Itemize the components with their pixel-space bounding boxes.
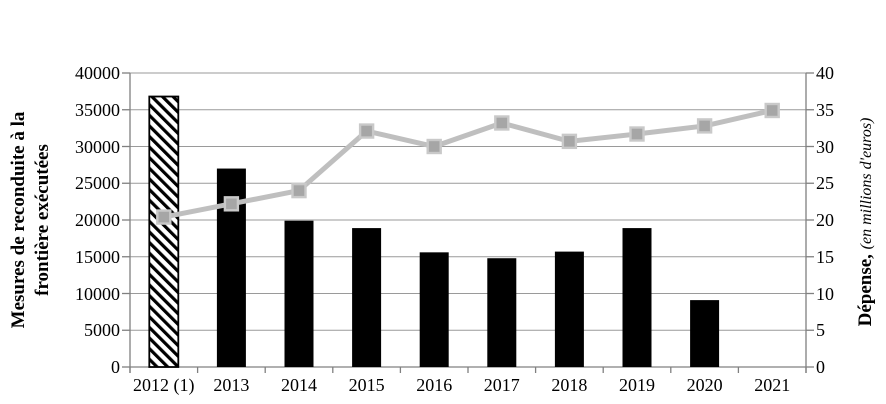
x-axis-label: 2015 xyxy=(348,375,385,395)
marker-2014 xyxy=(291,182,307,199)
bar-2014 xyxy=(284,220,314,367)
right-axis-tick-label: 20 xyxy=(816,210,834,230)
left-axis-title-line1: Mesures de reconduite à la xyxy=(8,111,29,329)
bar-2012 xyxy=(148,95,180,368)
expense-line xyxy=(163,108,773,220)
x-axis-label: 2019 xyxy=(619,375,655,395)
x-axis-label: 2021 xyxy=(754,375,791,395)
marker-2017 xyxy=(494,115,510,131)
bar-2018 xyxy=(554,251,584,367)
x-axis-label: 2016 xyxy=(416,375,453,395)
bar-2015 xyxy=(352,228,382,367)
marker-2012 xyxy=(156,209,172,225)
x-axis-label: 2017 xyxy=(483,375,520,395)
right-axis-tick-label: 40 xyxy=(816,63,834,83)
right-axis-tick-label: 5 xyxy=(816,320,825,341)
marker-2018 xyxy=(561,133,578,150)
right-axis-tick-label: 10 xyxy=(816,283,834,304)
left-axis-tick-label: 20000 xyxy=(75,210,120,230)
bar-2020 xyxy=(690,300,720,367)
left-axis-tick-label: 25000 xyxy=(75,173,120,194)
x-axis-label: 2013 xyxy=(213,375,250,395)
bar-2016 xyxy=(419,252,449,367)
marker-2015 xyxy=(358,123,375,139)
left-axis-tick-label: 10000 xyxy=(75,283,120,304)
left-axis-tick-label: 40000 xyxy=(75,63,120,83)
right-axis-tick-label: 35 xyxy=(816,99,834,120)
right-axis-tick-label: 15 xyxy=(816,246,834,267)
x-axis-label: 2020 xyxy=(686,375,723,395)
left-axis-tick-label: 0 xyxy=(111,357,120,377)
left-axis-tick-label: 35000 xyxy=(75,99,120,120)
left-axis-tick-label: 15000 xyxy=(75,246,120,267)
left-axis-title: Mesures de reconduite à la frontière exé… xyxy=(7,55,55,385)
marker-2013 xyxy=(223,196,240,212)
x-axis-label: 2018 xyxy=(551,375,588,395)
marker-2019 xyxy=(629,126,645,142)
x-axis-label: 2012 (1) xyxy=(133,375,195,395)
bar-2017 xyxy=(487,258,517,367)
right-axis-tick-label: 30 xyxy=(816,136,834,157)
x-axis-label: 2014 xyxy=(281,375,317,395)
marker-2020 xyxy=(696,118,713,134)
left-axis-tick-label: 30000 xyxy=(75,136,120,157)
right-axis-tick-label: 0 xyxy=(816,357,825,377)
right-axis-tick-label: 25 xyxy=(816,173,834,194)
bar-2019 xyxy=(622,228,652,367)
marker-2021 xyxy=(764,102,780,119)
left-axis-tick-label: 5000 xyxy=(84,320,120,341)
marker-2016 xyxy=(426,138,442,155)
